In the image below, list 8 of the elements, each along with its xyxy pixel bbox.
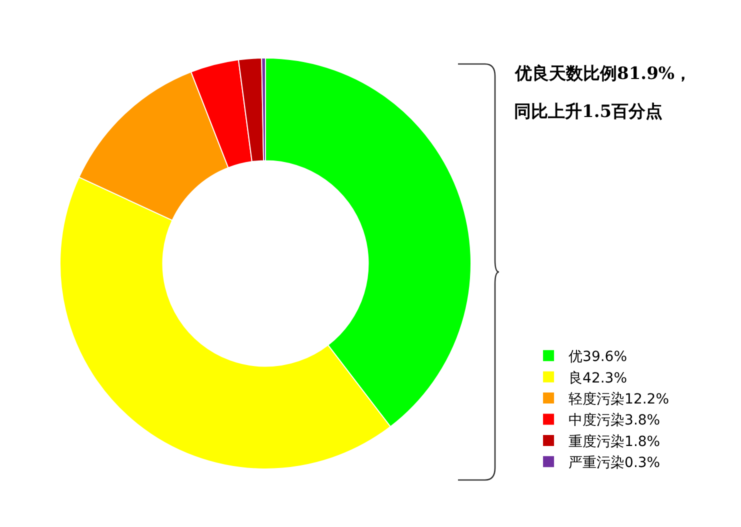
text: 优良天数比例81.9%， xyxy=(514,64,692,84)
legend-label: 重度污染1.8% xyxy=(568,434,660,450)
legend-label: 中度污染3.8% xyxy=(568,412,660,429)
text: 同比上升1.5百分点 xyxy=(514,102,663,122)
legend-label: 优39.6% xyxy=(568,349,628,366)
legend-label: 严重污染0.3% xyxy=(568,455,660,472)
legend-label: 轻度污染12.2% xyxy=(568,392,670,408)
legend-label: 良42.3% xyxy=(568,370,628,386)
